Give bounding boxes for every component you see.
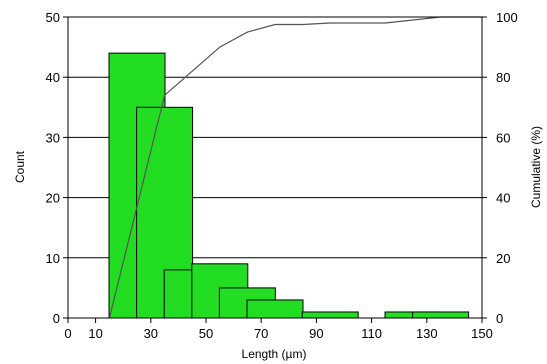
x-tick-label: 50: [199, 326, 213, 341]
x-tick-label: 30: [144, 326, 158, 341]
x-tick-label: 0: [64, 326, 71, 341]
y2-tick-label: 100: [496, 10, 518, 25]
y2-tick-label: 40: [496, 191, 510, 206]
y2-tick-label: 60: [496, 130, 510, 145]
y-tick-label: 40: [46, 70, 60, 85]
y-tick-label: 0: [53, 311, 60, 326]
y-tick-label: 20: [46, 191, 60, 206]
histogram-bar: [412, 311, 470, 319]
y2-tick-label: 80: [496, 70, 510, 85]
x-tick-label: 150: [471, 326, 493, 341]
y-tick-label: 10: [46, 251, 60, 266]
y2-tick-label: 0: [496, 311, 503, 326]
histogram-bar: [301, 311, 359, 319]
x-tick-label: 90: [309, 326, 323, 341]
plot-frame: [67, 16, 483, 319]
x-axis-title: Length (µm): [242, 347, 307, 361]
x-tick-label: 10: [88, 326, 102, 341]
y2-axis-ticks: 0 20 40 60 80 100: [482, 10, 518, 326]
histogram-bars: [108, 52, 470, 319]
x-axis-ticks: 0 10 30 50 70 90 110 130 150: [64, 318, 493, 341]
plot-border: [67, 16, 483, 319]
cumulative-line: [108, 16, 482, 319]
y-axis-ticks: 0 10 20 30 40 50: [46, 10, 68, 326]
histogram-bar: [246, 299, 304, 319]
x-tick-label: 110: [361, 326, 382, 341]
x-tick-label: 70: [254, 326, 268, 341]
y-tick-label: 50: [46, 10, 60, 25]
y-axis-title: Count: [13, 150, 27, 183]
y-tick-label: 30: [46, 130, 60, 145]
y2-tick-label: 20: [496, 251, 510, 266]
y2-axis-title: Cumulative (%): [529, 126, 543, 208]
x-tick-label: 130: [416, 326, 438, 341]
cumulative-curve: [108, 16, 482, 319]
